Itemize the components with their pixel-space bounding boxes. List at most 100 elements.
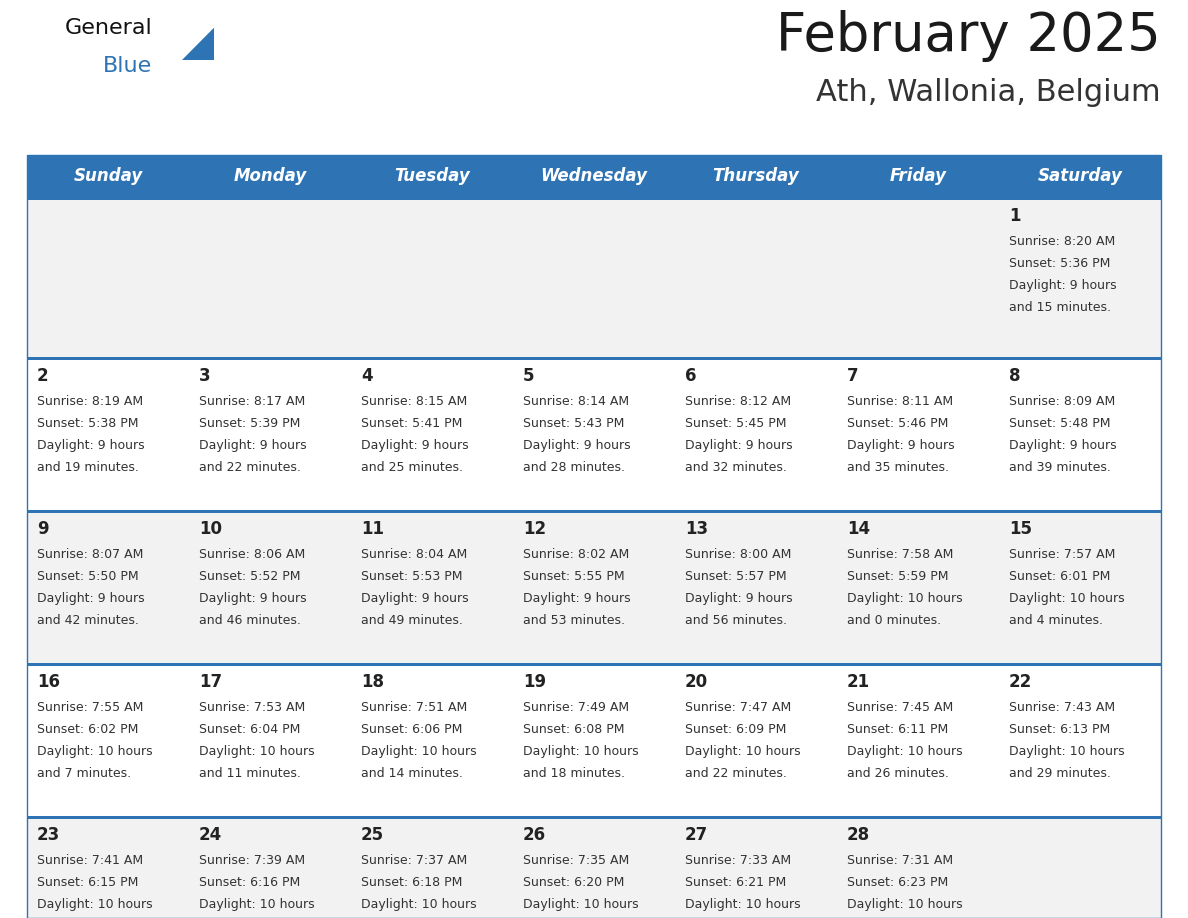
Text: and 18 minutes.: and 18 minutes. <box>523 767 625 780</box>
Text: 9: 9 <box>37 520 49 538</box>
Text: Daylight: 9 hours: Daylight: 9 hours <box>1009 439 1117 452</box>
Text: Daylight: 9 hours: Daylight: 9 hours <box>523 592 631 605</box>
Text: Sunset: 5:57 PM: Sunset: 5:57 PM <box>685 570 786 583</box>
Text: Sunrise: 7:37 AM: Sunrise: 7:37 AM <box>361 854 467 867</box>
Text: Sunrise: 7:33 AM: Sunrise: 7:33 AM <box>685 854 791 867</box>
Text: 4: 4 <box>361 367 373 385</box>
Text: 5: 5 <box>523 367 535 385</box>
Text: and 15 minutes.: and 15 minutes. <box>1009 301 1111 314</box>
Text: Sunset: 5:53 PM: Sunset: 5:53 PM <box>361 570 462 583</box>
Text: 25: 25 <box>361 826 384 844</box>
Text: 10: 10 <box>200 520 222 538</box>
Text: Sunset: 5:36 PM: Sunset: 5:36 PM <box>1009 257 1111 270</box>
Text: Sunday: Sunday <box>74 167 143 185</box>
Bar <box>27 816 1161 918</box>
Text: Daylight: 10 hours: Daylight: 10 hours <box>847 745 962 758</box>
Text: 27: 27 <box>685 826 708 844</box>
Text: 17: 17 <box>200 673 222 691</box>
Text: and 49 minutes.: and 49 minutes. <box>361 614 463 627</box>
Text: 13: 13 <box>685 520 708 538</box>
Text: Sunset: 6:20 PM: Sunset: 6:20 PM <box>523 876 625 889</box>
Text: and 19 minutes.: and 19 minutes. <box>37 461 139 474</box>
Text: Sunrise: 8:07 AM: Sunrise: 8:07 AM <box>37 548 144 561</box>
Text: Sunrise: 8:00 AM: Sunrise: 8:00 AM <box>685 548 791 561</box>
Text: Sunset: 6:08 PM: Sunset: 6:08 PM <box>523 723 625 736</box>
Text: Sunset: 5:39 PM: Sunset: 5:39 PM <box>200 417 301 430</box>
Text: Daylight: 10 hours: Daylight: 10 hours <box>1009 592 1125 605</box>
Text: and 32 minutes.: and 32 minutes. <box>685 461 786 474</box>
Text: and 0 minutes.: and 0 minutes. <box>847 614 941 627</box>
Text: Daylight: 9 hours: Daylight: 9 hours <box>200 439 307 452</box>
Text: General: General <box>65 18 153 38</box>
Text: Daylight: 9 hours: Daylight: 9 hours <box>1009 279 1117 292</box>
Text: and 35 minutes.: and 35 minutes. <box>847 461 949 474</box>
Text: and 26 minutes.: and 26 minutes. <box>847 767 949 780</box>
Text: and 46 minutes.: and 46 minutes. <box>200 614 301 627</box>
Text: and 56 minutes.: and 56 minutes. <box>685 614 786 627</box>
Text: 14: 14 <box>847 520 870 538</box>
Text: Daylight: 9 hours: Daylight: 9 hours <box>200 592 307 605</box>
Text: and 29 minutes.: and 29 minutes. <box>1009 767 1111 780</box>
Text: Daylight: 9 hours: Daylight: 9 hours <box>361 592 468 605</box>
Text: Sunset: 6:18 PM: Sunset: 6:18 PM <box>361 876 462 889</box>
Text: Sunrise: 7:58 AM: Sunrise: 7:58 AM <box>847 548 954 561</box>
Bar <box>27 357 1161 360</box>
Text: Daylight: 9 hours: Daylight: 9 hours <box>37 592 145 605</box>
Text: Sunrise: 8:02 AM: Sunrise: 8:02 AM <box>523 548 630 561</box>
Text: Sunset: 6:21 PM: Sunset: 6:21 PM <box>685 876 786 889</box>
Text: Daylight: 10 hours: Daylight: 10 hours <box>847 592 962 605</box>
Text: Sunrise: 8:19 AM: Sunrise: 8:19 AM <box>37 395 143 408</box>
Text: 1: 1 <box>1009 207 1020 225</box>
Text: Daylight: 10 hours: Daylight: 10 hours <box>37 745 152 758</box>
Text: 11: 11 <box>361 520 384 538</box>
Text: Sunrise: 7:55 AM: Sunrise: 7:55 AM <box>37 701 144 714</box>
Text: Sunset: 6:11 PM: Sunset: 6:11 PM <box>847 723 948 736</box>
Text: Ath, Wallonia, Belgium: Ath, Wallonia, Belgium <box>816 78 1161 107</box>
Text: Sunset: 5:45 PM: Sunset: 5:45 PM <box>685 417 786 430</box>
Text: 3: 3 <box>200 367 210 385</box>
Text: Daylight: 10 hours: Daylight: 10 hours <box>685 898 801 911</box>
Text: 22: 22 <box>1009 673 1032 691</box>
Bar <box>27 510 1161 663</box>
Text: Sunrise: 7:43 AM: Sunrise: 7:43 AM <box>1009 701 1116 714</box>
Bar <box>27 663 1161 816</box>
Text: 7: 7 <box>847 367 859 385</box>
Text: 2: 2 <box>37 367 49 385</box>
Text: Wednesday: Wednesday <box>541 167 647 185</box>
Text: and 4 minutes.: and 4 minutes. <box>1009 614 1102 627</box>
Text: Sunset: 6:16 PM: Sunset: 6:16 PM <box>200 876 301 889</box>
Text: Daylight: 10 hours: Daylight: 10 hours <box>361 898 476 911</box>
Text: Sunset: 6:02 PM: Sunset: 6:02 PM <box>37 723 138 736</box>
Text: Daylight: 10 hours: Daylight: 10 hours <box>685 745 801 758</box>
Text: Sunset: 6:13 PM: Sunset: 6:13 PM <box>1009 723 1111 736</box>
Text: Daylight: 10 hours: Daylight: 10 hours <box>200 745 315 758</box>
Text: Sunrise: 7:39 AM: Sunrise: 7:39 AM <box>200 854 305 867</box>
Text: Sunrise: 7:51 AM: Sunrise: 7:51 AM <box>361 701 467 714</box>
Text: 6: 6 <box>685 367 696 385</box>
Text: 20: 20 <box>685 673 708 691</box>
Text: Daylight: 10 hours: Daylight: 10 hours <box>361 745 476 758</box>
Text: and 39 minutes.: and 39 minutes. <box>1009 461 1111 474</box>
Text: 28: 28 <box>847 826 870 844</box>
Text: Sunset: 6:23 PM: Sunset: 6:23 PM <box>847 876 948 889</box>
Text: Saturday: Saturday <box>1037 167 1123 185</box>
Text: Daylight: 9 hours: Daylight: 9 hours <box>361 439 468 452</box>
Text: Sunrise: 8:20 AM: Sunrise: 8:20 AM <box>1009 235 1116 248</box>
Text: Sunset: 5:38 PM: Sunset: 5:38 PM <box>37 417 139 430</box>
Text: Sunset: 5:43 PM: Sunset: 5:43 PM <box>523 417 625 430</box>
Text: 18: 18 <box>361 673 384 691</box>
Text: February 2025: February 2025 <box>776 10 1161 62</box>
Text: and 22 minutes.: and 22 minutes. <box>685 767 786 780</box>
Text: Sunrise: 7:53 AM: Sunrise: 7:53 AM <box>200 701 305 714</box>
Text: Sunrise: 8:17 AM: Sunrise: 8:17 AM <box>200 395 305 408</box>
Bar <box>27 155 1161 918</box>
Text: Daylight: 9 hours: Daylight: 9 hours <box>37 439 145 452</box>
Bar <box>27 663 1161 666</box>
Text: Monday: Monday <box>233 167 307 185</box>
Text: and 14 minutes.: and 14 minutes. <box>361 767 463 780</box>
Text: 24: 24 <box>200 826 222 844</box>
Text: Daylight: 10 hours: Daylight: 10 hours <box>1009 745 1125 758</box>
Text: Daylight: 9 hours: Daylight: 9 hours <box>685 592 792 605</box>
Bar <box>27 816 1161 819</box>
Text: and 53 minutes.: and 53 minutes. <box>523 614 625 627</box>
